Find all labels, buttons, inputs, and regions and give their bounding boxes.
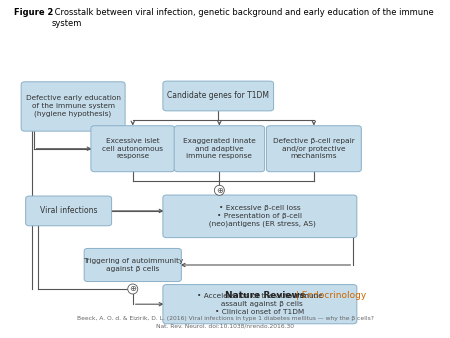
Text: Defective early education
of the immune system
(hygiene hypothesis): Defective early education of the immune … bbox=[26, 95, 121, 118]
Text: • Excessive β-cell loss
• Presentation of β-cell
  (neo)antigens (ER stress, AS): • Excessive β-cell loss • Presentation o… bbox=[204, 205, 316, 227]
Text: Triggering of autoimmunity
against β cells: Triggering of autoimmunity against β cel… bbox=[82, 258, 183, 272]
FancyBboxPatch shape bbox=[21, 82, 125, 131]
Text: Defective β-cell repair
and/or protective
mechanisms: Defective β-cell repair and/or protectiv… bbox=[273, 138, 355, 160]
Text: Nature Reviews: Nature Reviews bbox=[225, 291, 305, 300]
FancyBboxPatch shape bbox=[163, 81, 274, 111]
Text: Crosstalk between viral infection, genetic background and early education of the: Crosstalk between viral infection, genet… bbox=[52, 8, 433, 28]
Text: Beeck, A. O. d. & Eizirik, D. L. (2016) Viral infections in type 1 diabetes mell: Beeck, A. O. d. & Eizirik, D. L. (2016) … bbox=[76, 316, 373, 328]
FancyBboxPatch shape bbox=[163, 285, 357, 324]
Text: Figure 2: Figure 2 bbox=[14, 8, 53, 18]
Text: ⊕: ⊕ bbox=[129, 285, 136, 293]
FancyBboxPatch shape bbox=[174, 126, 265, 172]
FancyBboxPatch shape bbox=[266, 126, 361, 172]
Text: ⊕: ⊕ bbox=[216, 186, 223, 195]
Text: Candidate genes for T1DM: Candidate genes for T1DM bbox=[167, 92, 269, 100]
Text: Viral infections: Viral infections bbox=[40, 207, 97, 215]
Text: • Acceleration of the autoimmune
  assault against β cells
• Clinical onset of T: • Acceleration of the autoimmune assault… bbox=[197, 293, 323, 315]
Text: Excessive islet
cell autonomous
response: Excessive islet cell autonomous response bbox=[102, 138, 163, 160]
Text: Exaggerated innate
and adaptive
immune response: Exaggerated innate and adaptive immune r… bbox=[183, 138, 256, 160]
FancyBboxPatch shape bbox=[26, 196, 112, 226]
FancyBboxPatch shape bbox=[84, 248, 181, 282]
Text: | Endocrinology: | Endocrinology bbox=[293, 291, 367, 300]
FancyBboxPatch shape bbox=[91, 126, 175, 172]
FancyBboxPatch shape bbox=[163, 195, 357, 238]
